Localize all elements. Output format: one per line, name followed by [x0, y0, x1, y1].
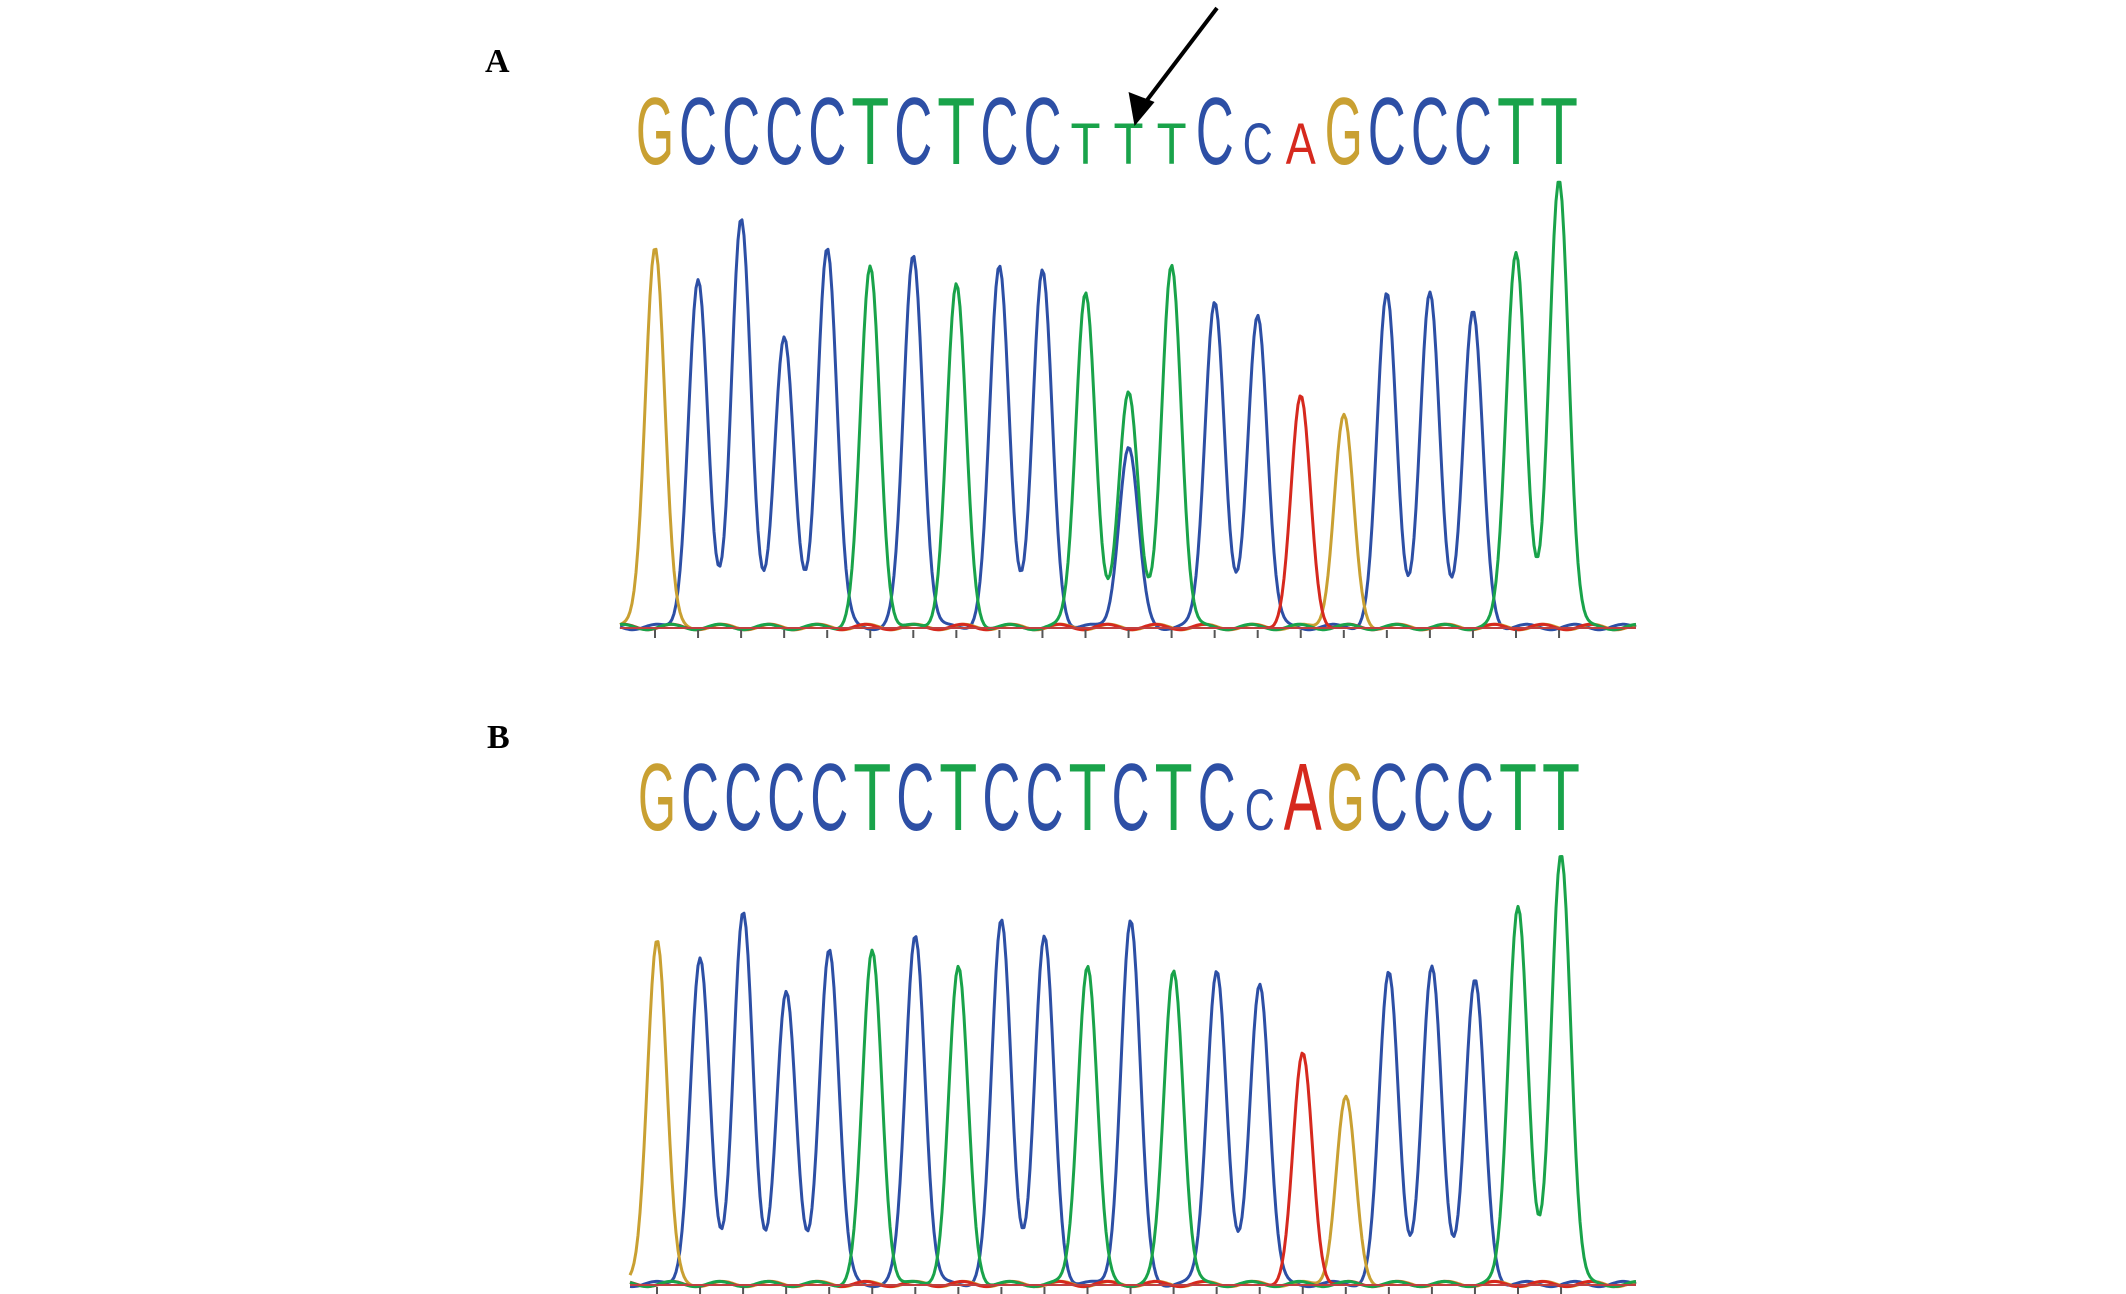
base-call-g: G	[1325, 78, 1363, 185]
base-call-t: T	[1499, 744, 1537, 851]
base-call-c: C	[767, 744, 805, 851]
arrow-head	[1128, 92, 1155, 126]
base-call-c: C	[1112, 744, 1150, 851]
base-call-c: C	[1198, 744, 1236, 851]
base-call-c: C	[1411, 78, 1449, 185]
base-call-a: A	[1284, 744, 1322, 851]
base-call-g: G	[1327, 744, 1365, 851]
base-call-g: G	[638, 744, 676, 851]
base-call-c: C	[894, 78, 932, 185]
trace-t	[629, 855, 1637, 1289]
base-call-c: C	[765, 78, 803, 185]
base-call-c: C	[808, 78, 846, 185]
base-call-c: C	[681, 744, 719, 851]
base-call-c: C	[1370, 744, 1408, 851]
base-call-c: C	[980, 78, 1018, 185]
mutation-arrow	[1128, 6, 1219, 126]
base-call-c: C	[724, 744, 762, 851]
base-call-t: T	[939, 744, 977, 851]
base-call-c: C	[1196, 78, 1234, 185]
tick-row-b	[630, 1284, 1636, 1294]
arrow-shaft	[1140, 6, 1219, 108]
trace-area-a	[619, 180, 1637, 632]
base-call-c: C	[1454, 78, 1492, 185]
base-call-t: T	[1540, 78, 1578, 185]
base-call-t: T	[1542, 744, 1580, 851]
base-call-t: T	[1114, 112, 1144, 177]
trace-area-b	[628, 855, 1637, 1289]
trace-c	[619, 218, 1637, 632]
base-call-t: T	[1071, 112, 1101, 177]
base-call-t: T	[1497, 78, 1535, 185]
base-call-c: C	[1026, 744, 1064, 851]
base-call-t: T	[851, 78, 889, 185]
base-call-a: A	[1286, 112, 1316, 177]
base-call-c: C	[896, 744, 934, 851]
base-call-c: C	[1368, 78, 1406, 185]
base-call-c: C	[1024, 78, 1062, 185]
base-call-t: T	[937, 78, 975, 185]
base-call-c: C	[1243, 112, 1273, 177]
trace-c	[629, 911, 1637, 1289]
base-call-c: C	[1456, 744, 1494, 851]
base-call-c: C	[982, 744, 1020, 851]
base-call-c: C	[679, 78, 717, 185]
base-call-t: T	[1155, 744, 1193, 851]
base-call-t: T	[853, 744, 891, 851]
base-call-c: C	[810, 744, 848, 851]
base-call-t: T	[1157, 112, 1187, 177]
base-call-c: C	[1245, 778, 1275, 843]
base-call-c: C	[1413, 744, 1451, 851]
base-call-c: C	[722, 78, 760, 185]
trace-t	[619, 180, 1637, 632]
panel-label-b: B	[487, 719, 510, 756]
panel-label-a: A	[485, 43, 510, 80]
tick-row-a	[620, 627, 1636, 638]
base-call-t: T	[1069, 744, 1107, 851]
base-call-g: G	[636, 78, 674, 185]
